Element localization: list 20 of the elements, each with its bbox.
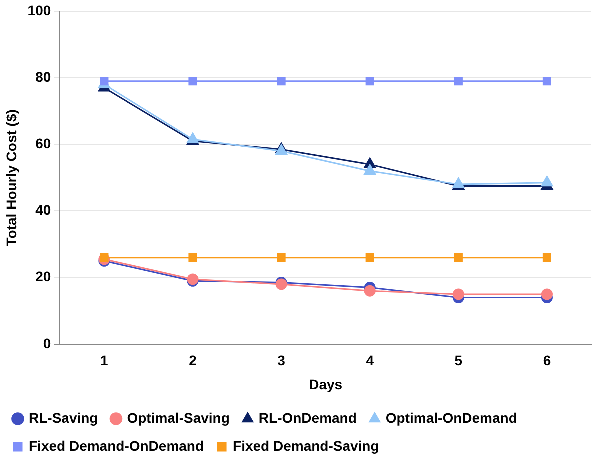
legend-label: Fixed Demand-OnDemand xyxy=(29,438,204,454)
x-tick-label: 5 xyxy=(454,352,463,369)
y-tick-label: 20 xyxy=(36,268,52,285)
x-tick-label: 6 xyxy=(543,352,552,369)
y-tick-label: 0 xyxy=(43,335,52,352)
y-axis-title: Total Hourly Cost ($) xyxy=(3,110,20,246)
legend-label: Optimal-Saving xyxy=(127,410,230,426)
y-tick-label: 80 xyxy=(36,68,52,85)
legend-label: RL-Saving xyxy=(29,410,98,426)
x-tick-label: 4 xyxy=(366,352,374,369)
y-tick-label: 40 xyxy=(36,202,52,218)
x-tick-label: 3 xyxy=(278,352,286,369)
legend-label: Optimal-OnDemand xyxy=(386,410,518,426)
x-axis-title: Days xyxy=(309,376,343,392)
x-tick-label: 1 xyxy=(100,352,109,369)
y-tick-label: 100 xyxy=(28,2,52,18)
x-tick-label: 2 xyxy=(189,352,198,369)
legend-label: RL-OnDemand xyxy=(258,410,357,426)
legend-label: Fixed Demand-Saving xyxy=(233,438,380,454)
y-tick-label: 60 xyxy=(36,135,52,152)
